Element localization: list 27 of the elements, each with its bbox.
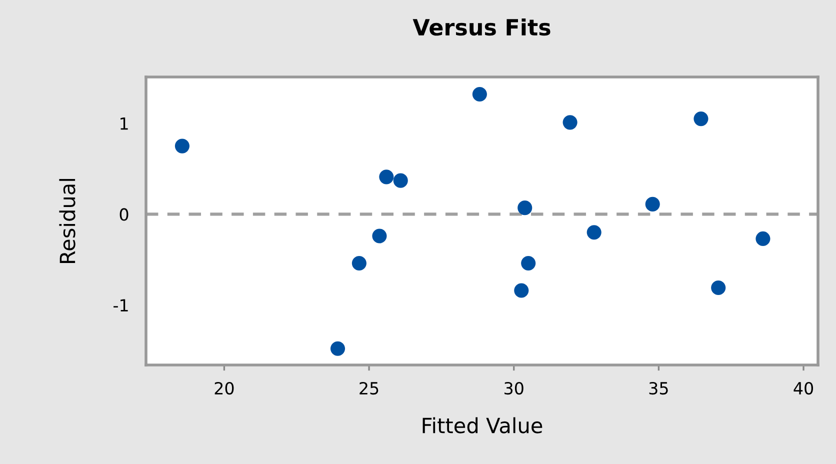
x-tick-label: 20 (214, 382, 234, 395)
point (514, 283, 529, 298)
point (472, 86, 487, 102)
point (694, 112, 708, 126)
point (586, 225, 602, 240)
x-tick-label: 40 (794, 382, 814, 395)
y-tick-label: 1 (120, 118, 128, 130)
point (711, 280, 726, 296)
point (372, 228, 387, 244)
x-tick-label: 25 (360, 382, 378, 395)
x-tick-label: 35 (649, 382, 668, 395)
point (393, 173, 408, 188)
y-axis-title: Residual (59, 178, 76, 263)
point (562, 115, 578, 130)
point (330, 341, 346, 356)
point (174, 138, 190, 154)
point (756, 231, 770, 246)
x-axis-title: Fitted Value (422, 417, 542, 434)
y-tick-label: 0 (120, 208, 128, 221)
point (645, 196, 660, 212)
point (521, 256, 536, 271)
point (379, 170, 394, 184)
y-tick-label: -1 (114, 299, 128, 312)
x-tick-label: 30 (504, 382, 524, 395)
chart-title: Versus Fits (412, 18, 550, 36)
point (352, 256, 366, 271)
point (518, 200, 532, 216)
